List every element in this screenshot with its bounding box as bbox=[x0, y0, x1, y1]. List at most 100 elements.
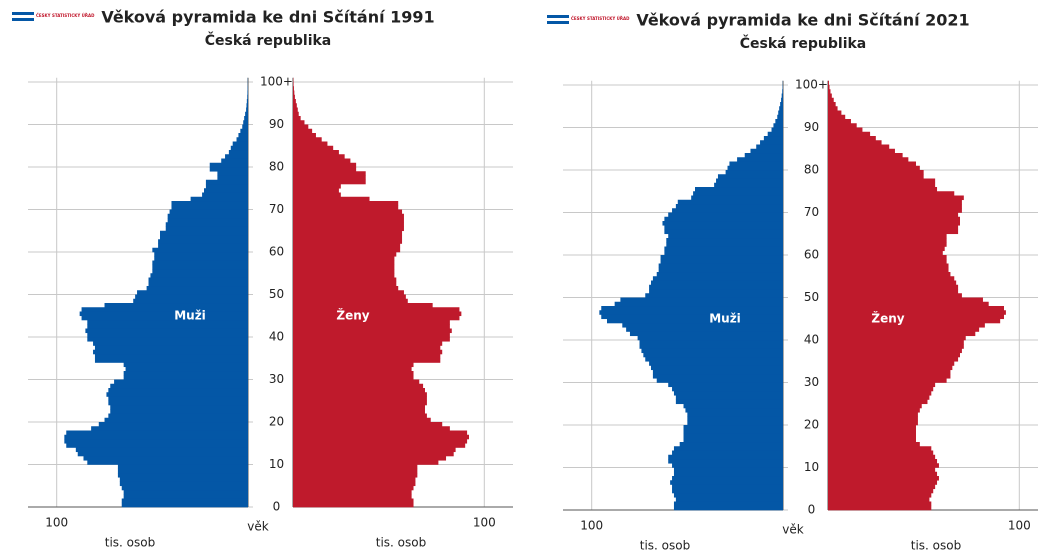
bar bbox=[87, 337, 248, 342]
series-label: Muži bbox=[174, 308, 206, 322]
bar bbox=[293, 90, 295, 96]
bar bbox=[205, 179, 248, 185]
bar bbox=[85, 328, 249, 334]
bar bbox=[651, 365, 783, 371]
bar bbox=[828, 403, 922, 409]
bar bbox=[152, 247, 248, 253]
bar bbox=[828, 238, 947, 243]
bar bbox=[664, 229, 783, 235]
bar bbox=[622, 323, 783, 328]
bar bbox=[828, 161, 916, 167]
bar bbox=[662, 221, 783, 226]
bar bbox=[150, 273, 248, 278]
logo-text: ČESKÝ STATISTICKÝ ÚŘAD bbox=[571, 16, 630, 21]
bar bbox=[293, 209, 403, 215]
bar bbox=[828, 174, 924, 179]
logo-bar bbox=[547, 21, 569, 24]
bar bbox=[293, 379, 420, 385]
bar bbox=[230, 145, 248, 151]
bar bbox=[221, 158, 248, 164]
bar bbox=[782, 89, 783, 94]
bar bbox=[205, 184, 248, 189]
bar bbox=[744, 153, 783, 158]
bar bbox=[828, 480, 938, 485]
bar bbox=[683, 429, 783, 434]
bar bbox=[293, 358, 441, 363]
bar bbox=[293, 366, 412, 372]
bar bbox=[293, 218, 404, 223]
bar bbox=[123, 494, 248, 499]
bar bbox=[154, 252, 248, 257]
y-tick-label: 70 bbox=[804, 205, 819, 219]
bar bbox=[828, 425, 916, 430]
bar bbox=[828, 93, 832, 99]
y-tick-label: 40 bbox=[269, 330, 284, 344]
y-tick-label: 100+ bbox=[260, 75, 293, 89]
bar bbox=[293, 307, 460, 312]
bar bbox=[293, 247, 401, 253]
y-tick-label: 50 bbox=[269, 287, 284, 301]
bar bbox=[828, 165, 920, 171]
bar bbox=[110, 405, 249, 410]
bar bbox=[672, 386, 783, 392]
bar bbox=[828, 114, 846, 120]
pyramid-chart: ČESKÝ STATISTICKÝ ÚŘAD Věková pyramida ke… bbox=[547, 11, 1038, 553]
bar bbox=[614, 301, 783, 307]
bar bbox=[108, 413, 248, 419]
bar bbox=[828, 348, 962, 354]
bar bbox=[652, 369, 783, 375]
bar bbox=[87, 320, 248, 325]
bar bbox=[649, 289, 783, 294]
bar bbox=[117, 473, 248, 478]
bar bbox=[240, 128, 248, 134]
bar bbox=[64, 434, 248, 440]
bar bbox=[828, 352, 960, 358]
bar bbox=[828, 85, 830, 90]
bar bbox=[828, 459, 938, 464]
bar bbox=[171, 201, 248, 206]
bar bbox=[293, 447, 456, 453]
bar bbox=[828, 391, 932, 396]
bar bbox=[828, 267, 949, 273]
bar bbox=[828, 255, 947, 260]
x-axis-label: tis. osob bbox=[911, 539, 961, 553]
bar bbox=[293, 167, 357, 172]
bar bbox=[87, 332, 248, 338]
bar bbox=[675, 204, 783, 209]
bar bbox=[293, 94, 295, 100]
bar bbox=[828, 289, 959, 294]
bar bbox=[293, 213, 404, 219]
bar bbox=[119, 481, 249, 487]
bar bbox=[293, 460, 439, 465]
x-tick-label: 100 bbox=[45, 516, 68, 530]
bar bbox=[672, 476, 783, 481]
bar bbox=[93, 349, 248, 355]
bar bbox=[729, 161, 783, 167]
bar bbox=[247, 90, 248, 96]
bar bbox=[293, 235, 403, 240]
bar bbox=[828, 199, 962, 205]
bar bbox=[737, 157, 783, 162]
y-tick-label: 50 bbox=[804, 290, 819, 304]
bar bbox=[658, 267, 783, 273]
bar bbox=[828, 454, 936, 460]
bar bbox=[828, 382, 936, 388]
bar bbox=[114, 379, 248, 385]
bar bbox=[293, 494, 412, 499]
bar bbox=[158, 243, 248, 249]
bar bbox=[828, 80, 829, 86]
bar bbox=[293, 498, 414, 504]
bar bbox=[66, 430, 249, 436]
bar bbox=[828, 335, 966, 341]
bar bbox=[828, 127, 863, 133]
bar bbox=[677, 199, 783, 205]
bar bbox=[293, 400, 427, 406]
bar bbox=[64, 439, 248, 444]
bar bbox=[828, 246, 945, 252]
bar bbox=[781, 93, 783, 99]
bar bbox=[717, 174, 783, 179]
bar bbox=[828, 357, 959, 362]
bar bbox=[293, 107, 298, 113]
bar bbox=[190, 196, 248, 202]
bar bbox=[293, 175, 366, 181]
